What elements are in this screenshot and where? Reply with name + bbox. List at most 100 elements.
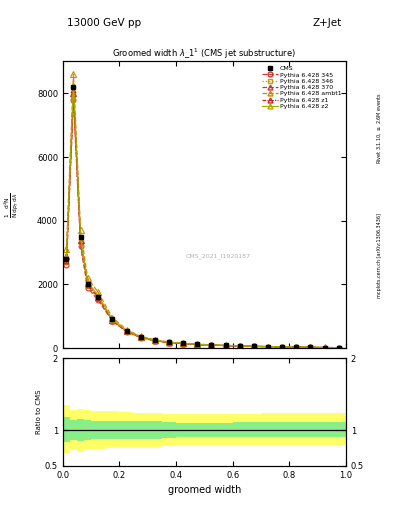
Pythia 6.428 345: [294, 344, 299, 350]
Pythia 6.428 z1: [195, 342, 200, 348]
Pythia 6.428 370: [124, 328, 129, 334]
Pythia 6.428 370: [110, 317, 115, 323]
Pythia 6.428 z1: [110, 317, 115, 324]
Pythia 6.428 z1: [252, 344, 256, 350]
Pythia 6.428 370: [308, 344, 313, 350]
Pythia 6.428 z1: [322, 345, 327, 351]
Pythia 6.428 346: [85, 283, 90, 289]
Pythia 6.428 370: [138, 334, 143, 340]
Pythia 6.428 z2: [96, 293, 101, 299]
CMS: [266, 344, 270, 350]
Pythia 6.428 345: [64, 262, 69, 268]
Pythia 6.428 ambt1: [167, 339, 171, 345]
Pythia 6.428 346: [336, 345, 341, 351]
Pythia 6.428 z1: [308, 344, 313, 350]
Pythia 6.428 370: [223, 343, 228, 349]
Pythia 6.428 z1: [152, 337, 157, 344]
Pythia 6.428 ambt1: [209, 342, 214, 348]
Pythia 6.428 z1: [294, 344, 299, 350]
Pythia 6.428 370: [237, 343, 242, 349]
Pythia 6.428 ambt1: [237, 343, 242, 349]
Pythia 6.428 ambt1: [96, 289, 101, 295]
Pythia 6.428 ambt1: [124, 327, 129, 333]
Line: Pythia 6.428 370: Pythia 6.428 370: [64, 91, 342, 351]
Title: Groomed width $\lambda\_1^1$ (CMS jet substructure): Groomed width $\lambda\_1^1$ (CMS jet su…: [112, 47, 296, 61]
Pythia 6.428 z2: [223, 343, 228, 349]
Pythia 6.428 345: [280, 344, 285, 350]
Pythia 6.428 370: [266, 344, 270, 350]
Pythia 6.428 370: [167, 339, 171, 346]
Pythia 6.428 345: [124, 329, 129, 335]
Text: Rivet 3.1.10, $\geq$ 2.6M events: Rivet 3.1.10, $\geq$ 2.6M events: [375, 92, 383, 164]
CMS: [336, 345, 341, 351]
Pythia 6.428 ambt1: [308, 344, 313, 350]
CMS: [223, 343, 228, 349]
Pythia 6.428 z2: [85, 279, 90, 285]
CMS: [294, 344, 299, 350]
Pythia 6.428 346: [181, 340, 185, 347]
Pythia 6.428 346: [223, 343, 228, 349]
Pythia 6.428 z1: [223, 343, 228, 349]
Text: mcplots.cern.ch [arXiv:1306.3436]: mcplots.cern.ch [arXiv:1306.3436]: [377, 214, 382, 298]
Pythia 6.428 ambt1: [152, 337, 157, 343]
Pythia 6.428 346: [237, 343, 242, 349]
Pythia 6.428 z1: [280, 344, 285, 350]
Pythia 6.428 z1: [209, 342, 214, 348]
CMS: [78, 233, 83, 240]
CMS: [181, 340, 185, 347]
Pythia 6.428 370: [78, 237, 83, 243]
Pythia 6.428 ambt1: [322, 345, 327, 351]
Pythia 6.428 z2: [124, 328, 129, 334]
Pythia 6.428 z2: [152, 337, 157, 343]
Text: $\frac{1}{\mathrm{N}}\frac{\mathrm{d}^2\mathrm{N}}{\mathrm{d}p_T\,\mathrm{d}\lam: $\frac{1}{\mathrm{N}}\frac{\mathrm{d}^2\…: [3, 192, 21, 218]
Pythia 6.428 z1: [124, 328, 129, 334]
Pythia 6.428 345: [85, 285, 90, 291]
Pythia 6.428 z2: [138, 334, 143, 340]
Text: CMS_2021_I1920187: CMS_2021_I1920187: [186, 253, 251, 259]
Pythia 6.428 ambt1: [78, 227, 83, 233]
X-axis label: groomed width: groomed width: [168, 485, 241, 495]
Pythia 6.428 370: [96, 293, 101, 300]
CMS: [96, 294, 101, 300]
Pythia 6.428 z2: [209, 342, 214, 348]
Pythia 6.428 z2: [181, 340, 185, 347]
Pythia 6.428 370: [209, 342, 214, 348]
Pythia 6.428 346: [138, 334, 143, 340]
Pythia 6.428 345: [181, 340, 185, 347]
Pythia 6.428 346: [266, 344, 270, 350]
Pythia 6.428 ambt1: [252, 343, 256, 349]
CMS: [110, 316, 115, 323]
Pythia 6.428 ambt1: [85, 275, 90, 281]
Line: Pythia 6.428 346: Pythia 6.428 346: [64, 94, 341, 350]
Line: Pythia 6.428 z1: Pythia 6.428 z1: [64, 88, 341, 350]
Pythia 6.428 345: [252, 344, 256, 350]
CMS: [85, 282, 90, 288]
Pythia 6.428 345: [167, 339, 171, 346]
Pythia 6.428 z2: [64, 254, 69, 261]
Pythia 6.428 z1: [336, 345, 341, 351]
Pythia 6.428 346: [96, 296, 101, 302]
Pythia 6.428 370: [280, 344, 285, 350]
Pythia 6.428 z1: [138, 334, 143, 340]
Line: Pythia 6.428 ambt1: Pythia 6.428 ambt1: [64, 71, 342, 350]
Pythia 6.428 346: [280, 344, 285, 350]
CMS: [167, 339, 171, 346]
Pythia 6.428 345: [96, 297, 101, 304]
Pythia 6.428 ambt1: [223, 342, 228, 348]
Pythia 6.428 z1: [266, 344, 270, 350]
Text: Z+Jet: Z+Jet: [313, 18, 342, 28]
Line: Pythia 6.428 z2: Pythia 6.428 z2: [64, 83, 341, 350]
Pythia 6.428 370: [195, 342, 200, 348]
Pythia 6.428 ambt1: [181, 340, 185, 346]
Pythia 6.428 370: [152, 337, 157, 344]
Pythia 6.428 z2: [71, 82, 76, 89]
Pythia 6.428 346: [152, 337, 157, 344]
Pythia 6.428 ambt1: [266, 344, 270, 350]
Pythia 6.428 z1: [64, 258, 69, 264]
Pythia 6.428 z1: [181, 340, 185, 347]
Pythia 6.428 z2: [336, 345, 341, 351]
Pythia 6.428 346: [294, 344, 299, 350]
Pythia 6.428 345: [266, 344, 270, 350]
Pythia 6.428 345: [71, 97, 76, 103]
Pythia 6.428 ambt1: [71, 71, 76, 77]
